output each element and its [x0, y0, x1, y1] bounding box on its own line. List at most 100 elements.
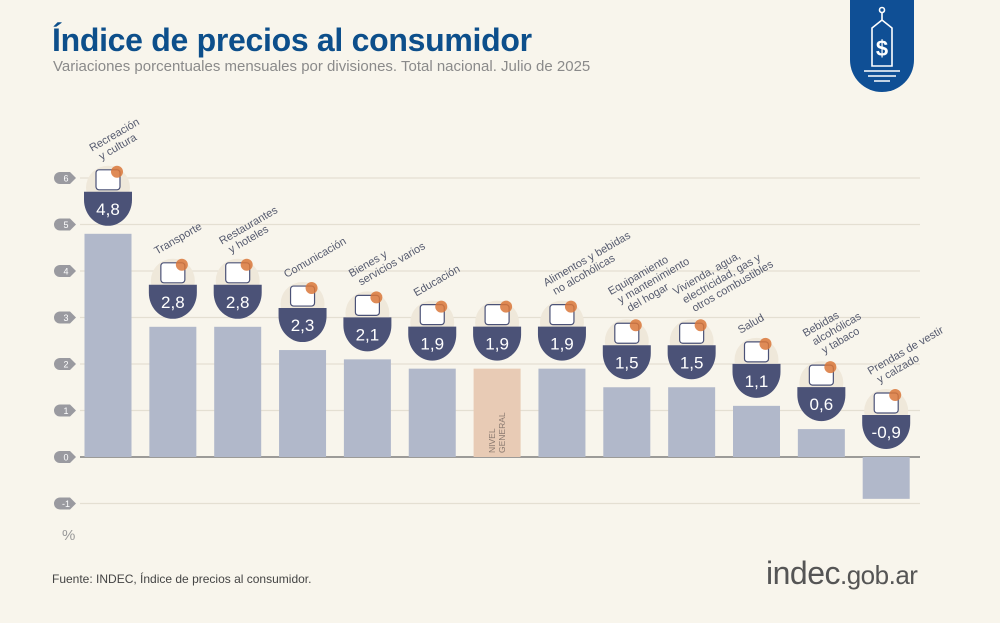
svg-text:$: $ [876, 36, 888, 61]
value-label: 1,5 [615, 353, 639, 372]
y-tick: 3 [54, 311, 76, 324]
category-label-line: Comunicación [282, 235, 348, 280]
value-label: 2,8 [226, 293, 250, 312]
tshirt-shoe-icon-accent [889, 389, 902, 401]
y-tick: 2 [54, 358, 76, 370]
value-label: 1,1 [745, 372, 769, 391]
bar [279, 350, 327, 457]
bar [84, 233, 132, 457]
y-tick-label: 1 [63, 406, 68, 416]
price-tag-dollar-icon: $ [850, 0, 914, 92]
car-sube-icon-accent [175, 258, 188, 271]
umbrella-sun-icon-accent [111, 165, 123, 178]
bar [214, 326, 262, 457]
value-label: 2,3 [291, 316, 315, 335]
y-tick: 0 [54, 451, 76, 463]
value-badge [473, 326, 522, 361]
y-tick: 4 [54, 265, 76, 277]
category-label-line: Salud [736, 312, 766, 336]
indec-logo: indec.gob.ar [766, 555, 918, 592]
page-subtitle: Variaciones porcentuales mensuales por d… [53, 58, 591, 75]
value-label: 1,5 [680, 353, 704, 372]
bar [862, 457, 910, 499]
plate-cutlery-icon-accent [240, 258, 253, 271]
bottle-glass-icon-accent [824, 361, 837, 374]
category-label: Transporte [152, 221, 204, 258]
bar [797, 429, 845, 457]
value-badge [408, 326, 457, 361]
category-label: Bienes yservicios varios [347, 230, 428, 291]
category-label: Prendas de vestiry calzado [866, 324, 952, 388]
lightbulb-icon-accent [694, 319, 707, 332]
y-tick: -1 [54, 497, 76, 510]
value-badge [148, 284, 197, 319]
y-unit-label: % [62, 527, 75, 544]
bar [538, 368, 586, 457]
bar-inner-label: NIVELGENERAL [487, 412, 507, 453]
category-label-line: Educación [412, 263, 462, 299]
bar [408, 368, 456, 457]
y-tick-marker [54, 265, 76, 277]
value-label: 2,8 [161, 293, 185, 312]
y-tick-marker [54, 218, 76, 231]
bar [343, 359, 391, 457]
value-label: 1,9 [420, 335, 444, 354]
bar [473, 368, 521, 457]
value-badge [278, 308, 327, 343]
value-badge [667, 345, 716, 380]
category-label: Recreacióny cultura [88, 116, 148, 165]
bar-inner-label-line: NIVEL [487, 428, 497, 453]
comb-scissors-icon-accent [370, 291, 383, 304]
value-badge [84, 191, 132, 226]
y-tick-marker [54, 404, 76, 417]
y-tick-label: -1 [62, 499, 70, 509]
value-badge [732, 363, 781, 398]
y-tick-marker [54, 172, 76, 184]
category-label-line: Transporte [152, 221, 204, 258]
value-badge [862, 415, 911, 450]
category-label: Salud [736, 312, 766, 336]
category-label: Vivienda, agua,electricidad, gas yotros … [671, 237, 776, 318]
phone-icon-accent [305, 282, 318, 295]
value-label: 4,8 [96, 200, 120, 219]
bar-inner-label-line: GENERAL [497, 412, 507, 453]
notebook-pen-icon-accent [435, 300, 448, 313]
page-title: Índice de precios al consumidor [52, 22, 532, 58]
value-label: 2,1 [356, 325, 380, 344]
value-badge [797, 387, 846, 422]
y-tick: 6 [54, 172, 76, 184]
y-tick-label: 3 [63, 313, 68, 323]
y-tick: 5 [54, 218, 76, 231]
y-tick: 1 [54, 404, 76, 417]
brand-suffix: .gob.ar [840, 560, 918, 590]
value-badge [213, 284, 262, 319]
value-label: 1,9 [550, 335, 574, 354]
value-label: -0,9 [872, 423, 901, 442]
basket-icon-accent [500, 300, 513, 313]
value-label: 0,6 [810, 395, 834, 414]
source-note: Fuente: INDEC, Índice de precios al cons… [52, 572, 312, 586]
y-tick-label: 5 [63, 220, 68, 230]
y-tick-marker [54, 311, 76, 324]
y-tick-marker [54, 358, 76, 370]
category-label: Comunicación [282, 235, 348, 280]
category-label: Restaurantesy hoteles [217, 204, 286, 258]
first-aid-icon-accent [759, 337, 772, 350]
value-badge [537, 326, 586, 361]
bar [603, 387, 651, 457]
y-tick-label: 4 [63, 267, 68, 277]
bar [149, 326, 197, 457]
y-tick-marker [54, 451, 76, 463]
brand-main: indec [766, 555, 841, 591]
bar [733, 405, 780, 457]
value-badge [602, 345, 651, 380]
y-tick-label: 6 [63, 174, 68, 184]
category-label: Educación [412, 263, 462, 299]
washing-machine-icon-accent [629, 319, 642, 332]
bar [668, 387, 716, 457]
chicken-icon-accent [564, 300, 577, 313]
y-tick-marker [54, 497, 76, 510]
y-tick-label: 0 [63, 453, 68, 463]
y-tick-label: 2 [63, 360, 68, 370]
